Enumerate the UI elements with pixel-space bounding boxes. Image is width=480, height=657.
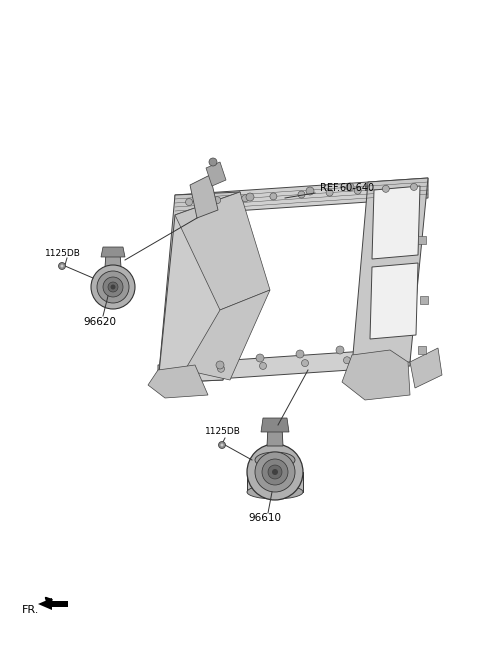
Polygon shape xyxy=(158,348,410,383)
Text: 1125DB: 1125DB xyxy=(45,248,81,258)
Circle shape xyxy=(298,191,305,198)
Polygon shape xyxy=(190,175,218,218)
Circle shape xyxy=(214,196,221,204)
Circle shape xyxy=(346,183,354,191)
Circle shape xyxy=(336,346,344,354)
Ellipse shape xyxy=(247,485,303,499)
Circle shape xyxy=(270,193,277,200)
Bar xyxy=(418,346,426,354)
Polygon shape xyxy=(175,178,428,215)
Text: FR.: FR. xyxy=(22,605,39,615)
Circle shape xyxy=(344,357,350,364)
Circle shape xyxy=(176,368,182,375)
Polygon shape xyxy=(105,253,121,267)
Circle shape xyxy=(272,469,278,475)
Circle shape xyxy=(242,194,249,202)
Circle shape xyxy=(306,187,314,195)
Circle shape xyxy=(326,189,333,196)
Circle shape xyxy=(103,277,123,297)
Circle shape xyxy=(296,350,304,358)
Circle shape xyxy=(354,187,361,194)
Text: REF.60-640: REF.60-640 xyxy=(320,183,374,193)
Polygon shape xyxy=(410,348,442,388)
Polygon shape xyxy=(342,350,410,400)
Polygon shape xyxy=(175,192,270,310)
Circle shape xyxy=(268,465,282,479)
Polygon shape xyxy=(206,162,226,186)
Circle shape xyxy=(260,363,266,369)
Circle shape xyxy=(97,271,129,303)
Bar xyxy=(420,296,428,304)
Circle shape xyxy=(301,359,309,367)
Polygon shape xyxy=(181,293,228,357)
Bar xyxy=(418,236,426,244)
Polygon shape xyxy=(267,427,283,446)
Circle shape xyxy=(247,444,303,500)
Text: 96610: 96610 xyxy=(249,513,281,523)
Circle shape xyxy=(262,459,288,485)
Circle shape xyxy=(383,185,389,193)
Circle shape xyxy=(218,442,226,449)
Circle shape xyxy=(108,282,118,292)
Text: 1125DB: 1125DB xyxy=(205,428,241,436)
Polygon shape xyxy=(148,365,208,398)
Polygon shape xyxy=(352,178,428,366)
Circle shape xyxy=(246,193,254,201)
Circle shape xyxy=(110,284,116,290)
Circle shape xyxy=(217,365,225,373)
Circle shape xyxy=(255,452,295,492)
Circle shape xyxy=(91,265,135,309)
Polygon shape xyxy=(247,472,303,492)
Circle shape xyxy=(60,265,63,267)
Polygon shape xyxy=(101,247,125,257)
Circle shape xyxy=(186,198,192,206)
Polygon shape xyxy=(158,192,240,383)
Polygon shape xyxy=(181,218,230,287)
Circle shape xyxy=(256,354,264,362)
Ellipse shape xyxy=(255,452,295,468)
Circle shape xyxy=(220,443,224,447)
Polygon shape xyxy=(261,418,289,432)
Polygon shape xyxy=(38,598,68,610)
Polygon shape xyxy=(223,182,368,380)
Polygon shape xyxy=(370,263,418,339)
Circle shape xyxy=(385,354,393,361)
Text: 96620: 96620 xyxy=(84,317,117,327)
Polygon shape xyxy=(185,290,270,380)
Circle shape xyxy=(209,158,217,166)
Circle shape xyxy=(59,263,65,269)
Polygon shape xyxy=(158,192,240,383)
Circle shape xyxy=(410,183,418,191)
Polygon shape xyxy=(372,186,420,259)
Circle shape xyxy=(216,361,224,369)
